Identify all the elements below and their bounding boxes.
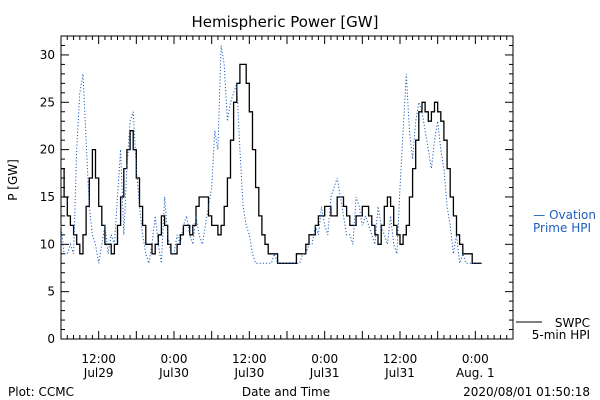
- series-layer: [60, 45, 482, 264]
- legend-ovation-line1: — Ovation: [533, 208, 596, 222]
- x-tick-label-time: 12:00: [383, 352, 418, 366]
- x-tick-label-time: 12:00: [81, 352, 116, 366]
- y-tick-label: 5: [47, 285, 55, 299]
- series-line-swpc: [61, 63, 482, 264]
- x-tick-label-date: Jul30: [233, 366, 264, 380]
- chart-title: Hemispheric Power [GW]: [192, 13, 379, 31]
- series-line-ovation: [60, 45, 482, 264]
- x-tick-label-time: 0:00: [161, 352, 188, 366]
- y-tick-label: 0: [47, 332, 55, 346]
- x-tick-label-date: Jul30: [158, 366, 189, 380]
- y-tick-label: 25: [40, 95, 55, 109]
- x-tick-label-date: Jul31: [309, 366, 340, 380]
- legend-swpc-line2: 5-min HPI: [532, 328, 590, 342]
- plot-credit: Plot: CCMC: [8, 385, 74, 399]
- x-axis-label: Date and Time: [242, 385, 330, 399]
- y-tick-label: 30: [40, 48, 55, 62]
- axes-layer: 05101520253012:00Jul290:00Jul3012:00Jul3…: [40, 35, 514, 380]
- x-tick-label-date: Jul31: [384, 366, 415, 380]
- y-tick-label: 15: [40, 190, 55, 204]
- plot-timestamp: 2020/08/01 01:50:18: [463, 385, 590, 399]
- x-tick-label-time: 0:00: [462, 352, 489, 366]
- x-tick-label-time: 12:00: [232, 352, 267, 366]
- y-tick-label: 20: [40, 143, 55, 157]
- legend-ovation-line2: Prime HPI: [533, 221, 591, 235]
- legend-swpc-line1: SWPC: [555, 316, 590, 330]
- x-tick-label-date: Aug. 1: [456, 366, 495, 380]
- y-tick-label: 10: [40, 237, 55, 251]
- y-axis-label: P [GW]: [6, 159, 20, 201]
- plot-frame: [60, 35, 514, 340]
- x-tick-label-time: 0:00: [311, 352, 338, 366]
- x-tick-label-date: Jul29: [83, 366, 114, 380]
